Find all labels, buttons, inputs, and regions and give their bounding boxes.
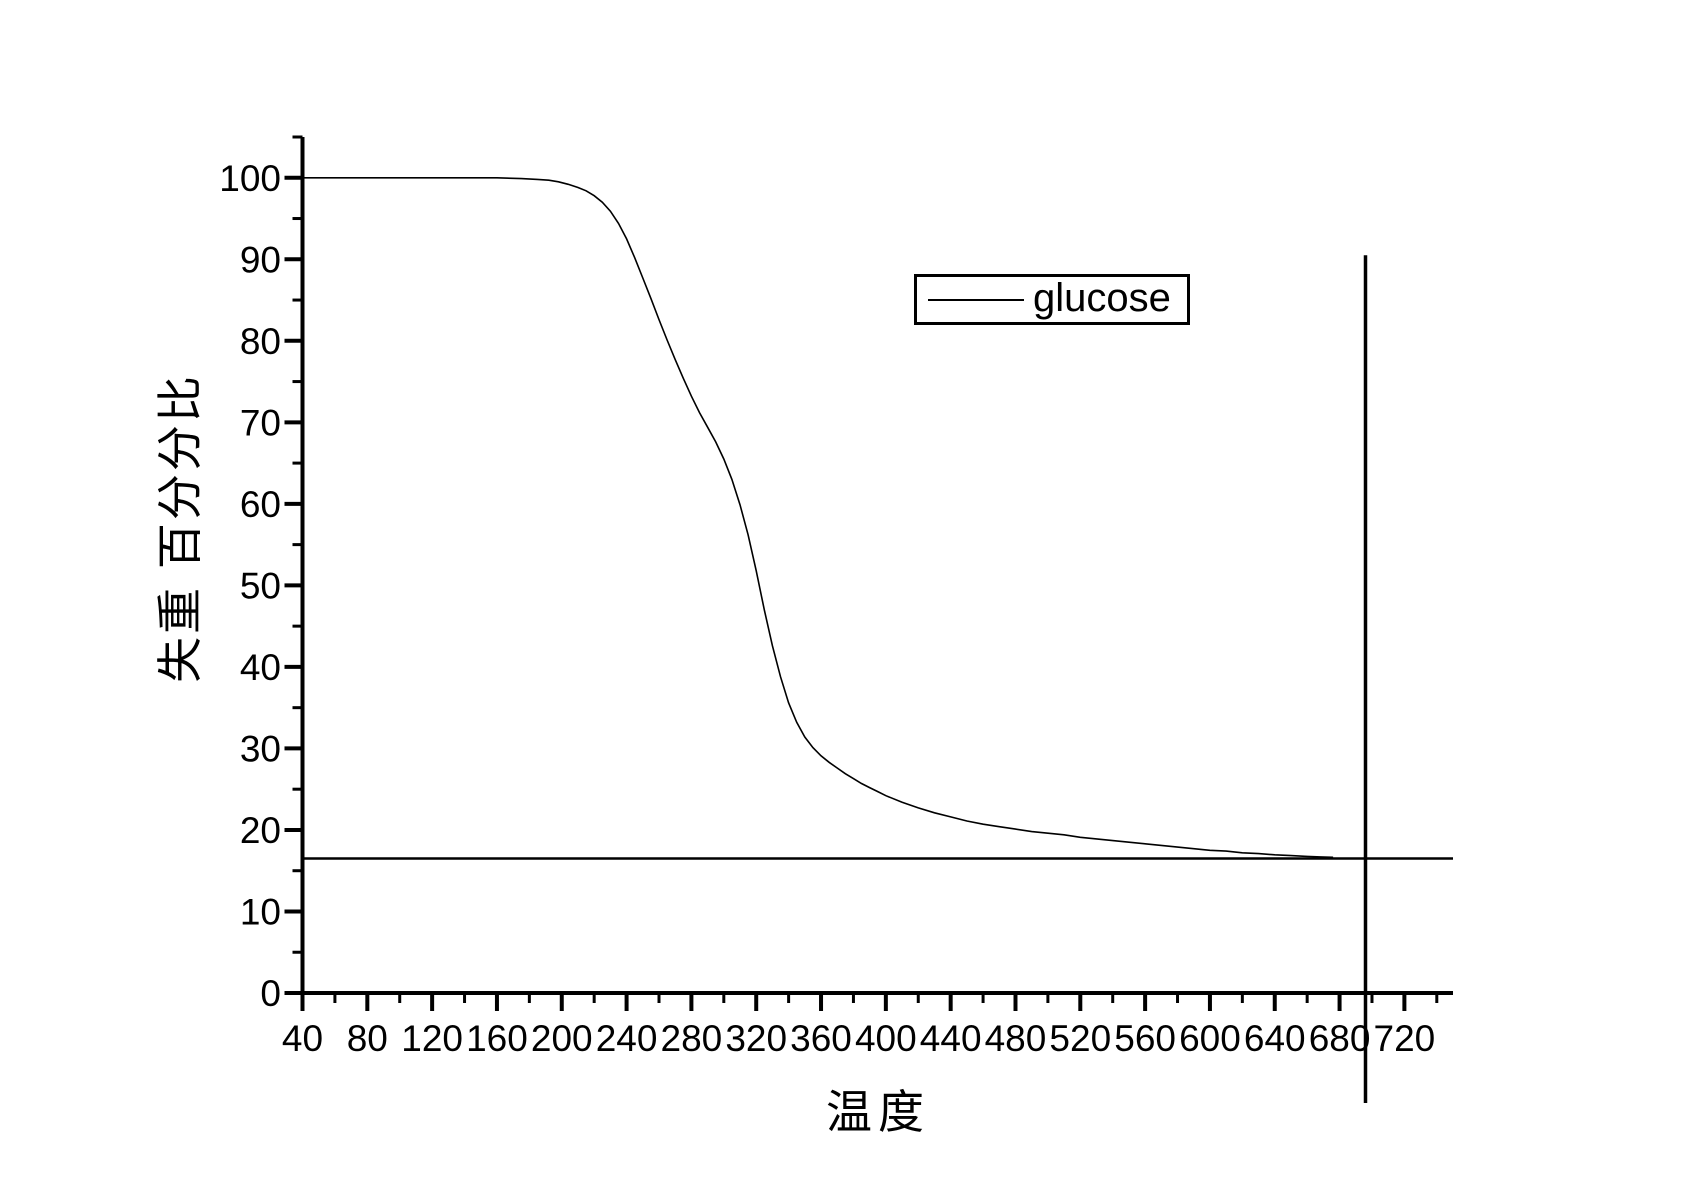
x-tick-label: 440 <box>920 1018 982 1059</box>
x-axis-title: 温度 <box>826 1086 930 1138</box>
x-tick-label: 680 <box>1309 1018 1371 1059</box>
x-tick-label: 120 <box>401 1018 463 1059</box>
x-tick-label: 480 <box>985 1018 1047 1059</box>
x-tick-label: 80 <box>347 1018 388 1059</box>
y-tick-label: 70 <box>240 402 281 443</box>
x-tick-label: 320 <box>725 1018 787 1059</box>
x-tick-label: 40 <box>282 1018 323 1059</box>
y-tick-label: 20 <box>240 810 281 851</box>
y-tick-label: 90 <box>240 239 281 280</box>
y-axis-title: 失重 百分分比 <box>154 373 206 683</box>
y-tick-label: 50 <box>240 565 281 606</box>
y-tick-label: 10 <box>240 891 281 932</box>
x-tick-label: 720 <box>1374 1018 1436 1059</box>
y-tick-label: 30 <box>240 728 281 769</box>
x-tick-label: 160 <box>466 1018 528 1059</box>
legend: glucose <box>914 274 1190 325</box>
x-tick-label: 560 <box>1114 1018 1176 1059</box>
y-tick-label: 80 <box>240 321 281 362</box>
x-tick-label: 200 <box>531 1018 593 1059</box>
x-tick-label: 600 <box>1179 1018 1241 1059</box>
x-tick-label: 360 <box>790 1018 852 1059</box>
y-tick-label: 100 <box>219 158 281 199</box>
x-tick-label: 280 <box>661 1018 723 1059</box>
y-tick-label: 60 <box>240 484 281 525</box>
legend-label: glucose <box>1033 275 1171 320</box>
x-tick-label: 520 <box>1049 1018 1111 1059</box>
glucose-curve <box>302 177 1334 859</box>
y-tick-label: 0 <box>260 973 281 1014</box>
x-tick-label: 240 <box>596 1018 658 1059</box>
x-tick-label: 640 <box>1244 1018 1306 1059</box>
x-tick-label: 400 <box>855 1018 917 1059</box>
legend-line-sample <box>928 298 1024 301</box>
y-tick-label: 40 <box>240 647 281 688</box>
